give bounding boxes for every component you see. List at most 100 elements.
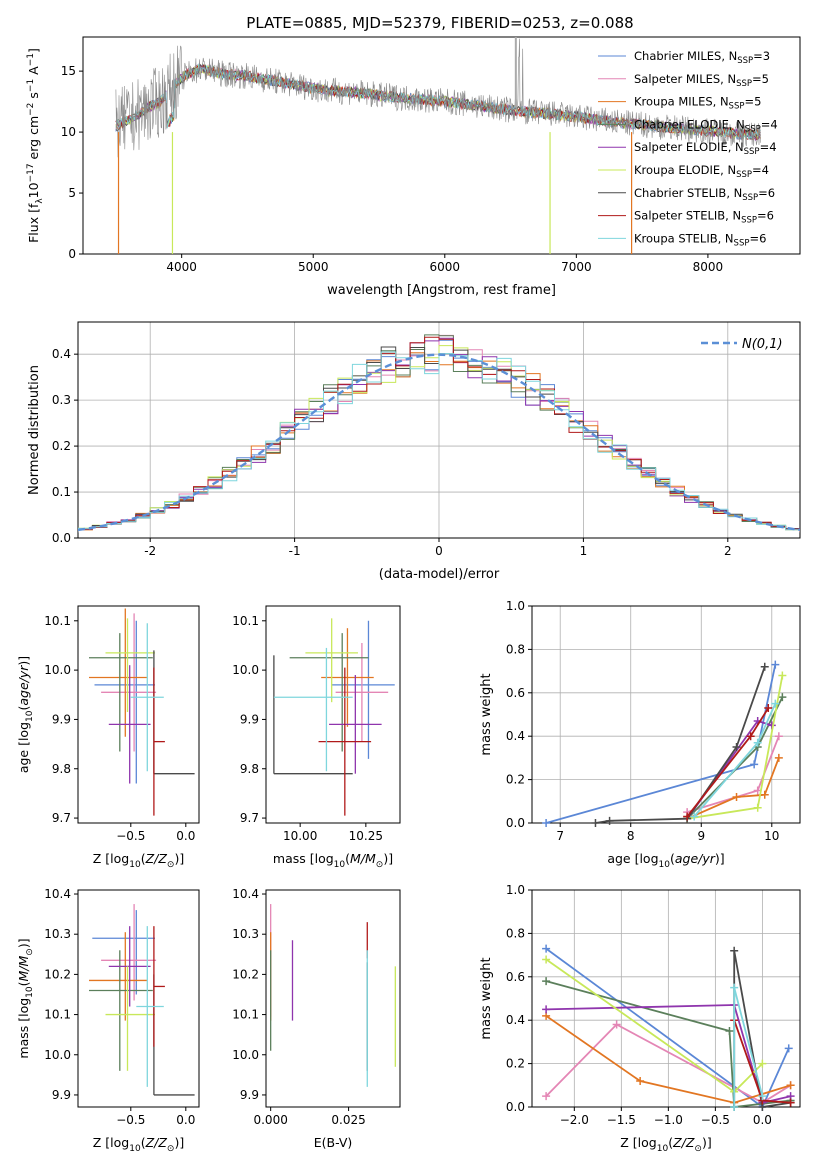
marker-kroupa_miles [732,792,741,801]
marker-chabrier_elodie [542,977,551,986]
figure-title: PLATE=0885, MJD=52379, FIBERID=0253, z=0… [246,14,633,32]
legend-entry-kroupa_miles: Kroupa MILES, NSSP=5 [634,95,761,112]
mass_vs_Z-x-label: Z [log10(Z/Z⊙)] [93,1135,184,1154]
x-tick-label: 10 [764,829,779,843]
y-tick-label: 0.0 [506,816,525,830]
marker-kroupa_miles [636,1076,645,1085]
marker-chabrier_miles [542,819,551,827]
y-tick-label: 0.6 [506,970,525,984]
y-tick-label: 9.9 [52,1088,71,1102]
marker-chabrier_miles [750,760,759,769]
legend-entry-salpeter_stelib: Salpeter STELIB, NSSP=6 [634,209,774,226]
x-tick-label: 0.025 [331,1113,365,1127]
x-tick-label: -1 [289,544,301,558]
x-tick-label: −0.5 [701,1113,730,1127]
legend-entry-salpeter_miles: Salpeter MILES, NSSP=5 [634,72,769,89]
x-tick-label: 9 [697,829,705,843]
y-tick-label: 0.4 [506,1013,525,1027]
marker-kroupa_elodie [753,803,762,812]
marker-chabrier_elodie [778,693,787,702]
y-tick-label: 0.4 [506,729,525,743]
y-tick-label: 0.8 [506,642,525,656]
y-tick-label: 0.3 [52,393,71,407]
x-tick-label: −1.0 [654,1113,683,1127]
marker-kroupa_stelib [730,983,739,992]
mass_vs_ebv-x-label: E(B-V) [314,1135,353,1150]
marker-salpeter_stelib [764,703,773,712]
series-line-salpeter_elodie [546,1004,791,1104]
y-tick-label: 15 [61,64,76,78]
axes-frame [265,605,401,824]
mass_vs_Z-y-label: mass [log10(M/M⊙)] [16,938,35,1058]
x-tick-label: 0.0 [176,829,195,843]
y-tick-label: 10.0 [44,1048,71,1062]
y-tick-label: 0 [68,247,76,261]
axes-frame [531,605,801,824]
x-tick-label: 6000 [430,260,461,274]
marker-kroupa_elodie [778,671,787,680]
y-tick-label: 10.0 [44,663,71,677]
massweight_vs_age-x-label: age [log10(age/yr)] [607,851,724,870]
y-tick-label: 0.2 [506,1057,525,1071]
normal-curve [78,353,800,532]
y-tick-label: 5 [68,186,76,200]
age_vs_Z-y-label: age [log10(age/yr)] [16,656,35,773]
y-tick-label: 1.0 [506,883,525,897]
age-vs-mass-panel: 10.00 10.25 9.7 9.8 9.9 10.0 10.1 mass [log10(M… [232,605,401,870]
x-tick-label: 4000 [166,260,197,274]
y-tick-label: 0.1 [52,485,71,499]
massweight-vs-metallicity-panel: −2.0 −1.5 −1.0 −0.5 0.0 0.0 0.2 0.4 0.6 0.8 1.0 Z [… [479,883,801,1154]
massweight-vs-age-panel: 7 8 9 10 0.0 0.2 0.4 0.6 0.8 1.0 age [log10(age/yr… [479,599,801,870]
spectrum-y-label: Flux [fλ10−17 erg cm−2 s−1 A−1] [26,48,45,243]
y-tick-label: 9.9 [240,1088,259,1102]
x-tick-label: 0 [435,544,443,558]
marker-chabrier_miles [771,660,780,669]
y-tick-label: 10.1 [232,1008,259,1022]
massweight_vs_Z-x-label: Z [log10(Z/Z⊙)] [620,1135,711,1154]
axes-frame [265,889,401,1108]
marker-chabrier_miles [784,1044,793,1053]
y-tick-label: 1.0 [506,599,525,613]
legend-entry-normal: N(0,1) [742,337,783,352]
x-tick-label: 2 [724,544,732,558]
x-tick-label: 0.0 [176,1113,195,1127]
legend-entry-chabrier_elodie: Chabrier ELODIE, NSSP=4 [634,117,778,134]
marker-chabrier_stelib [605,816,614,825]
spectrum-x-label: wavelength [Angstrom, rest frame] [327,283,556,298]
massweight_vs_age-y-label: mass weight [479,673,494,755]
y-tick-label: 10.0 [232,663,259,677]
x-tick-label: -2 [144,544,156,558]
residuals-panel: -2 -1 0 1 2 0.0 0.1 0.2 0.3 0.4 N(0,1) (data-model)… [27,321,801,582]
y-tick-label: 0.4 [52,347,71,361]
residuals-plot-area [78,334,800,533]
marker-salpeter_miles [774,732,783,741]
x-tick-label: 1 [580,544,588,558]
marker-salpeter_elodie [542,1005,551,1014]
y-tick-label: 9.7 [52,811,71,825]
x-tick-label: 8 [627,829,635,843]
marker-salpeter_stelib [786,1098,795,1107]
legend-entry-chabrier_stelib: Chabrier STELIB, NSSP=6 [634,186,775,203]
legend-entry-chabrier_miles: Chabrier MILES, NSSP=3 [634,49,770,66]
series-line-kroupa_miles [686,757,780,820]
y-tick-label: 10.3 [232,927,259,941]
y-tick-label: 10 [61,125,76,139]
marker-salpeter_stelib [683,812,692,821]
axes-frame [82,36,801,255]
spectrum-plot-area [115,37,761,254]
y-tick-label: 10.0 [232,1048,259,1062]
y-tick-label: 0.0 [506,1100,525,1114]
marker-chabrier_stelib [591,819,600,827]
x-tick-label: 0.0 [753,1113,772,1127]
y-tick-label: 9.8 [240,762,259,776]
y-tick-label: 0.2 [506,773,525,787]
x-tick-label: −2.0 [560,1113,589,1127]
x-tick-label: −0.5 [116,829,145,843]
age_vs_mass-x-label: mass [log10(M/M⊙)] [273,851,393,870]
marker-kroupa_stelib [753,738,762,747]
residuals-x-label: (data-model)/error [379,567,500,582]
residuals-y-label: Normed distribution [27,365,42,495]
marker-kroupa_miles [760,790,769,799]
marker-chabrier_miles [542,944,551,953]
